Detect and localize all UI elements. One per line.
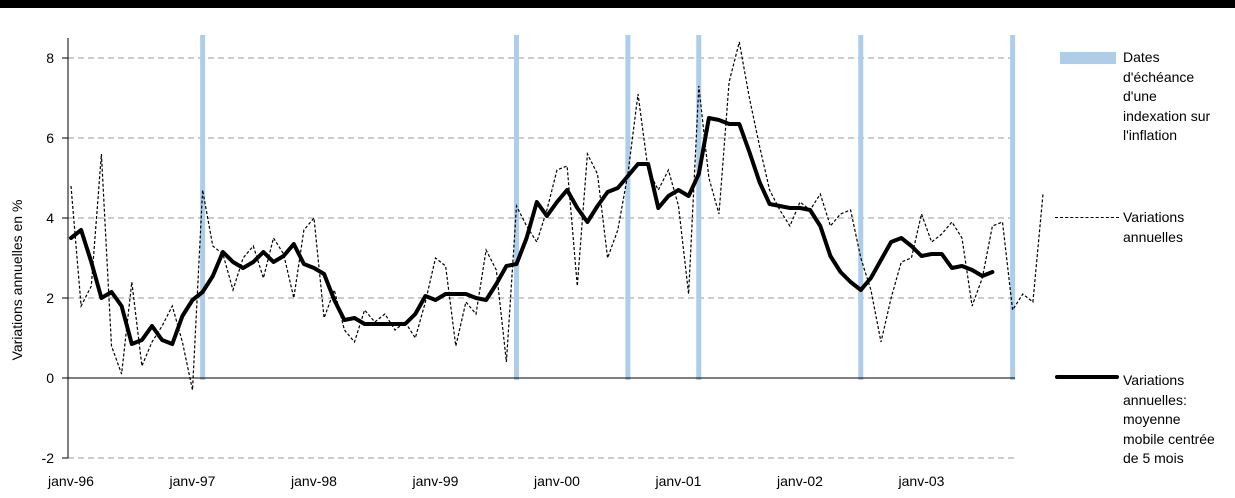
y-tick-label: 6 xyxy=(46,130,54,146)
y-tick-label: 0 xyxy=(46,370,54,386)
indexation-bar xyxy=(200,35,206,380)
x-tick-label: janv-00 xyxy=(533,473,580,489)
axes xyxy=(67,38,1015,458)
y-tick-label: -2 xyxy=(42,450,55,466)
legend-bar-swatch xyxy=(1060,52,1116,64)
indexation-bar xyxy=(696,35,702,380)
y-tick-label: 8 xyxy=(46,50,54,66)
indexation-bar xyxy=(625,35,631,380)
series-line-annual-variations xyxy=(70,41,1044,391)
x-tick-label: janv-97 xyxy=(169,473,216,489)
y-axis-label: Variations annuelles en % xyxy=(9,200,25,361)
indexation-bar xyxy=(1010,35,1016,380)
top-rule xyxy=(0,0,1235,8)
legend-label-moving-average: Variations annuelles: moyenne mobile cen… xyxy=(1123,372,1215,466)
x-tick-label: janv-03 xyxy=(898,473,945,489)
x-tick-label: janv-01 xyxy=(655,473,702,489)
grid-lines xyxy=(62,57,1015,459)
x-tick-label: janv-96 xyxy=(47,473,94,489)
indexation-bars xyxy=(200,35,1016,380)
legend-label-annual-variations: Variations annuelles xyxy=(1123,209,1185,245)
y-tick-label: 4 xyxy=(46,210,54,226)
x-tick-label: janv-02 xyxy=(776,473,823,489)
y-tick-label: 2 xyxy=(46,290,54,306)
legend-dotted-line-swatch xyxy=(1055,217,1119,218)
series-line-moving-average xyxy=(69,116,995,346)
x-tick-label: janv-99 xyxy=(412,473,459,489)
legend-label-indexation-dates: Dates d'échéance d'une indexation sur l'… xyxy=(1123,49,1211,143)
series-lines xyxy=(69,41,1044,391)
x-tick-label: janv-98 xyxy=(290,473,337,489)
legend-thick-line-swatch xyxy=(1055,375,1119,379)
indexation-bar xyxy=(858,35,864,380)
tick-labels: -2 0 2 4 6 8 janv-96 janv-97 janv-98 janv-99 janv-… xyxy=(42,50,945,489)
